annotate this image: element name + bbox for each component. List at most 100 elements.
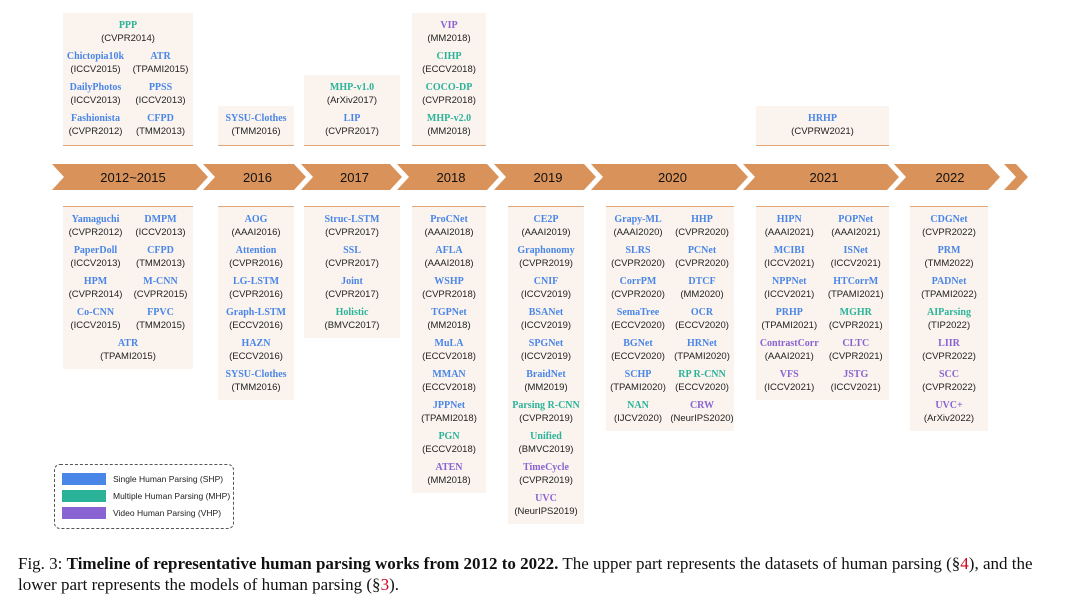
timeline-entry: BraidNet (MM2019) (508, 368, 584, 394)
entry-venue: (TMM2013) (135, 126, 186, 137)
entry-name: POPNet (838, 214, 874, 225)
timeline-entry: PPP (CVPR2014) (63, 19, 193, 45)
entry-venue: (ECCV2018) (422, 351, 476, 362)
entry-venue: (CVPR2019) (519, 475, 573, 486)
models-panel (63, 206, 193, 369)
caption-body-3: ). (389, 575, 399, 594)
timeline-entry: LG-LSTM (CVPR2016) (218, 275, 294, 301)
entry-name: MCIBI (773, 245, 805, 256)
timeline-entry: HHP (CVPR2020) (670, 213, 734, 239)
entry-venue: (CVPR2014) (68, 289, 123, 300)
timeline-entry: MGHR (CVPR2021) (823, 306, 890, 332)
entry-venue: (ICCV2021) (764, 289, 815, 300)
entry-name: CFPD (147, 113, 174, 124)
timeline-entry: Fashionista (CVPR2012) (63, 112, 128, 138)
entry-name: CLTC (842, 338, 870, 349)
entry-venue: (TPAMI2022) (921, 289, 977, 300)
entry-name: SYSU-Clothes (225, 113, 287, 124)
period-segment (301, 164, 402, 190)
entry-name: DailyPhotos (69, 82, 122, 93)
entry-venue: (ECCV2018) (422, 444, 476, 455)
entry-name: LIP (343, 113, 361, 124)
legend: Single Human Parsing (SHP) Multiple Human… (54, 464, 234, 529)
entry-name: AIParsing (927, 307, 971, 318)
timeline-entry: AIParsing (TIP2022) (910, 306, 988, 332)
entry-name: PRM (937, 245, 961, 256)
timeline-entry: ContrastCorr (AAAI2021) (756, 337, 823, 363)
entry-venue: (TPAMI2021) (827, 289, 884, 300)
timeline-entry: CNIF (ICCV2019) (508, 275, 584, 301)
timeline-entry: LIIR (CVPR2022) (910, 337, 988, 363)
entry-name: MHP-v2.0 (426, 113, 472, 124)
timeline-entry: HRHP (CVPRW2021) (756, 112, 889, 138)
models-panel (304, 206, 400, 338)
entry-venue: (CVPR2019) (519, 258, 573, 269)
entry-venue: (TMM2016) (231, 126, 281, 137)
entry-name: AOG (244, 214, 268, 225)
timeline-entry: SLRS (CVPR2020) (606, 244, 670, 270)
entry-venue: (TPAMI2015) (132, 64, 189, 75)
timeline-entry: ATR (TPAMI2015) (128, 50, 193, 76)
timeline-entry: SPGNet (ICCV2019) (508, 337, 584, 363)
timeline-entry: UVC+ (ArXiv2022) (910, 399, 988, 425)
entry-name: FPVC (147, 307, 174, 318)
entry-name: Grapy-ML (614, 214, 662, 225)
timeline-entry: VIP (MM2018) (412, 19, 486, 45)
timeline-entry: LIP (CVPR2017) (304, 112, 400, 138)
entry-name: RP R-CNN (678, 369, 726, 380)
entry-name: PADNet (931, 276, 967, 287)
timeline-entry: HAZN (ECCV2016) (218, 337, 294, 363)
legend-item: Multiple Human Parsing (MHP) (62, 490, 230, 502)
entry-name: SCC (938, 369, 959, 380)
entry-venue: (ICCV2015) (70, 320, 121, 331)
entry-venue: (ArXiv2022) (923, 413, 975, 424)
models-baseline (606, 206, 734, 207)
entry-venue: (CVPR2022) (922, 382, 976, 393)
entry-name: PRHP (775, 307, 803, 318)
entry-name: MMAN (432, 369, 466, 380)
timeline-entry: COCO-DP (CVPR2018) (412, 81, 486, 107)
entry-name: CDGNet (930, 214, 968, 225)
entry-venue: (TPAMI2021) (761, 320, 818, 331)
caption-ref-models: 3 (380, 575, 390, 594)
timeline-entry: PRHP (TPAMI2021) (756, 306, 823, 332)
timeline-entry: SYSU-Clothes (TMM2016) (218, 112, 294, 138)
entry-venue: (AAAI2019) (521, 227, 571, 238)
entry-venue: (CVPR2021) (828, 320, 883, 331)
timeline-entry: PRM (TMM2022) (910, 244, 988, 270)
period-segment (52, 164, 208, 190)
legend-swatch (62, 490, 106, 502)
period-segment (894, 164, 1000, 190)
entry-name: PPSS (148, 82, 173, 93)
timeline-entry: Graph-LSTM (ECCV2016) (218, 306, 294, 332)
timeline-entry: Attention (CVPR2016) (218, 244, 294, 270)
timeline-entry: OCR (ECCV2020) (670, 306, 734, 332)
entry-venue: (MM2018) (427, 475, 471, 486)
entry-name: JSTG (843, 369, 869, 380)
entry-name: BraidNet (526, 369, 566, 380)
entry-venue: (ICCV2013) (70, 95, 121, 106)
entry-name: HRHP (808, 113, 837, 124)
entry-name: Co-CNN (76, 307, 115, 318)
datasets-baseline (218, 145, 294, 146)
arrow-tip (1004, 164, 1028, 190)
period-segment (397, 164, 499, 190)
entry-name: HPM (83, 276, 108, 287)
entry-venue: (ICCV2013) (135, 95, 186, 106)
period-label: 2022 (935, 170, 965, 185)
entry-name: MGHR (839, 307, 872, 318)
models-panel (508, 206, 584, 524)
timeline-entry: PGN (ECCV2018) (412, 430, 486, 456)
entry-venue: (CVPR2018) (422, 289, 476, 300)
timeline-entry: CRW (NeurIPS2020) (670, 399, 734, 425)
legend-item: Single Human Parsing (SHP) (62, 473, 223, 485)
entry-venue: (NeurIPS2019) (514, 506, 578, 517)
entry-name: NPPNet (772, 276, 807, 287)
models-panel (910, 206, 988, 431)
entry-name: UVC (535, 493, 557, 504)
entry-venue: (TMM2016) (231, 382, 281, 393)
timeline-entry: MuLA (ECCV2018) (412, 337, 486, 363)
entry-name: Attention (235, 245, 277, 256)
entry-name: ATR (150, 51, 171, 62)
